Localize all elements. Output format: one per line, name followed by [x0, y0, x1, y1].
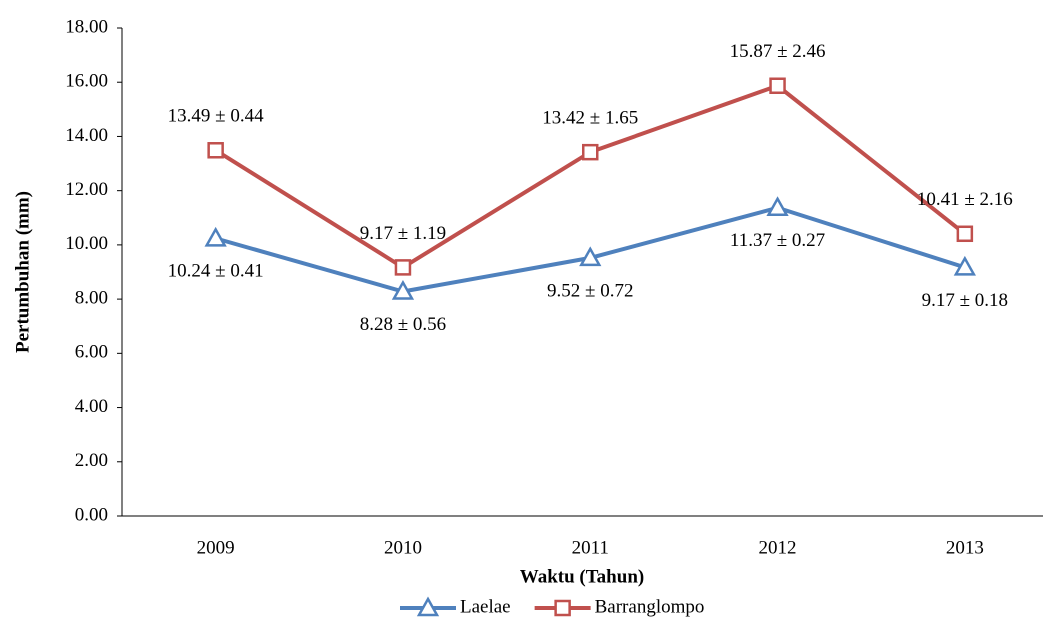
y-tick-label: 16.00 [65, 71, 108, 92]
data-label: 15.87 ± 2.46 [730, 41, 826, 62]
data-label: 11.37 ± 0.27 [730, 230, 825, 251]
y-tick-label: 14.00 [65, 125, 108, 146]
data-label: 13.42 ± 1.65 [542, 108, 638, 129]
data-label: 8.28 ± 0.56 [360, 314, 446, 335]
y-tick-label: 4.00 [75, 396, 108, 417]
data-label: 10.24 ± 0.41 [168, 261, 264, 282]
data-label: 13.49 ± 0.44 [168, 106, 264, 127]
x-tick-label: 2009 [197, 537, 235, 558]
y-tick-label: 8.00 [75, 287, 108, 308]
x-tick-label: 2012 [759, 537, 797, 558]
data-label: 9.52 ± 0.72 [547, 280, 633, 301]
x-tick-label: 2013 [946, 537, 984, 558]
y-tick-label: 0.00 [75, 504, 108, 525]
data-point [204, 226, 227, 247]
data-point [391, 279, 415, 300]
data-point [769, 77, 786, 94]
y-tick-label: 6.00 [75, 342, 108, 363]
legend-label: Laelae [460, 596, 511, 617]
data-point [582, 143, 599, 161]
legend-marker [416, 596, 440, 617]
x-tick-label: 2010 [384, 537, 422, 558]
x-axis-title: Waktu (Tahun) [520, 566, 644, 587]
data-label: 10.41 ± 2.16 [917, 189, 1013, 210]
y-tick-label: 18.00 [65, 16, 108, 37]
data-point [207, 142, 224, 159]
x-tick-label: 2011 [572, 537, 609, 558]
data-point [766, 196, 789, 216]
data-point [956, 225, 974, 243]
y-tick-label: 12.00 [65, 179, 108, 200]
data-point [394, 259, 412, 276]
data-point [579, 246, 602, 267]
data-point [953, 255, 976, 276]
y-axis-title: Pertumbuhan (mm) [12, 191, 33, 353]
data-label: 9.17 ± 0.18 [922, 290, 1008, 311]
legend-label: Barranglompo [595, 596, 705, 617]
y-tick-label: 10.00 [65, 233, 108, 254]
legend-marker [554, 599, 571, 617]
data-label: 9.17 ± 1.19 [360, 223, 446, 244]
y-tick-label: 2.00 [75, 450, 108, 471]
